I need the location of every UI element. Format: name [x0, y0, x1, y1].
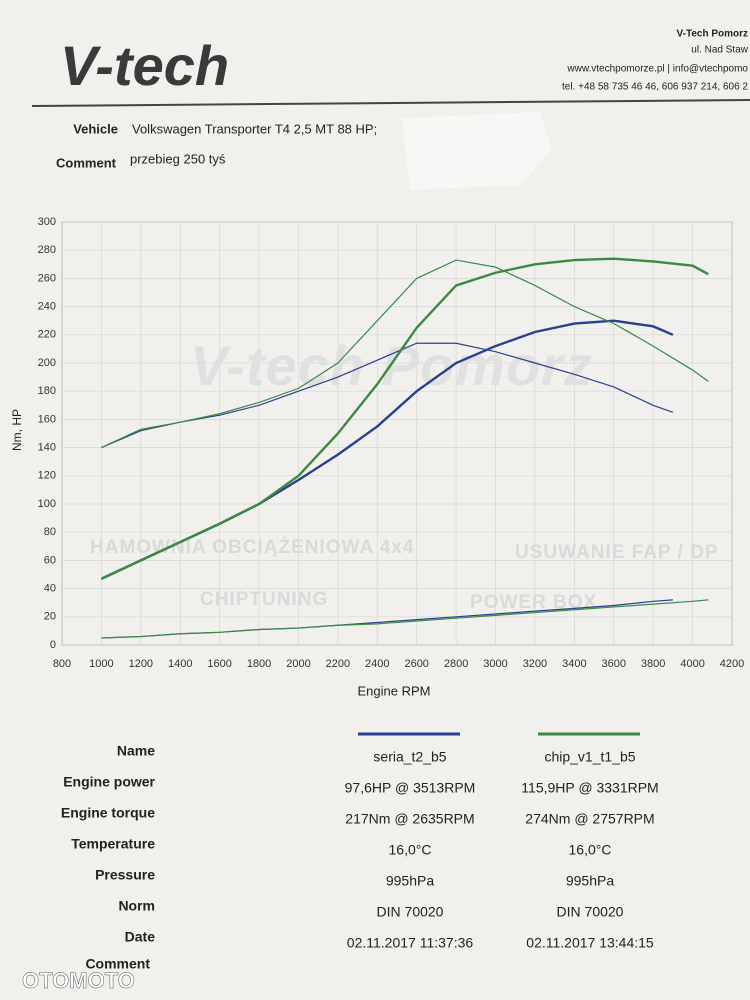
row-value: 995hPa [386, 873, 434, 889]
company: V-Tech Pomorz [677, 29, 749, 40]
x-tick-label: 4200 [720, 658, 744, 670]
y-tick-label: 300 [38, 216, 56, 228]
y-tick-label: 260 [38, 272, 56, 284]
x-axis-label: Engine RPM [358, 683, 431, 698]
row-label: Engine power [63, 774, 155, 790]
row-label: Pressure [95, 867, 155, 883]
x-tick-label: 2000 [286, 658, 310, 670]
y-tick-label: 180 [38, 385, 56, 397]
vehicle-label: Vehicle [73, 121, 118, 136]
y-tick-label: 60 [44, 554, 56, 566]
row-label: Date [125, 929, 156, 945]
x-tick-label: 2800 [444, 658, 468, 670]
x-tick-label: 1600 [207, 658, 231, 670]
comment-label: Comment [56, 155, 117, 170]
row-label: Name [117, 743, 155, 759]
y-tick-label: 220 [38, 329, 56, 341]
x-tick-label: 3200 [523, 658, 547, 670]
y-tick-label: 80 [44, 526, 56, 538]
row-label: Engine torque [61, 805, 155, 821]
legend-entry: chip_v1_t1_b5 [544, 749, 635, 765]
row-label: Norm [118, 898, 155, 914]
curve-torque [101, 342, 674, 449]
vehicle-value: Volkswagen Transporter T4 2,5 MT 88 HP; [132, 121, 377, 136]
row-value: 16,0°C [569, 842, 612, 858]
phone: tel. +48 58 735 46 46, 606 937 214, 606 … [562, 82, 748, 93]
y-tick-label: 240 [38, 301, 56, 313]
comment-value: przebieg 250 tyś [130, 151, 226, 166]
x-tick-label: 2400 [365, 658, 389, 670]
curve-power [100, 257, 709, 580]
x-tick-label: 3800 [641, 658, 665, 670]
y-tick-label: 200 [38, 357, 56, 369]
row-value: 274Nm @ 2757RPM [525, 811, 654, 827]
y-tick-label: 160 [38, 413, 56, 425]
row-value: 97,6HP @ 3513RPM [345, 780, 476, 796]
row-value: 02.11.2017 11:37:36 [347, 935, 474, 951]
y-tick-label: 20 [44, 611, 56, 623]
x-tick-label: 1400 [168, 658, 192, 670]
row-value: 02.11.2017 13:44:15 [526, 935, 654, 951]
row-value: 115,9HP @ 3331RPM [521, 780, 658, 796]
curve-loss [101, 599, 709, 639]
row-value: 217Nm @ 2635RPM [345, 811, 474, 827]
legend-entry: seria_t2_b5 [373, 749, 446, 765]
row-value: DIN 70020 [377, 904, 444, 920]
header-rule [31, 99, 750, 107]
watermark: USUWANIE FAP / DP [515, 542, 719, 563]
x-tick-label: 1800 [247, 658, 271, 670]
x-tick-label: 3400 [562, 658, 586, 670]
x-tick-label: 1200 [129, 658, 153, 670]
watermark: POWER BOX [470, 592, 597, 613]
x-tick-label: 3600 [602, 658, 626, 670]
y-tick-label: 40 [44, 583, 56, 595]
x-tick-label: 2600 [404, 658, 428, 670]
x-tick-label: 4000 [680, 658, 704, 670]
row-value: 16,0°C [389, 842, 432, 858]
x-tick-label: 1000 [89, 658, 113, 670]
redacted-area [402, 112, 552, 190]
y-tick-label: 280 [38, 244, 56, 256]
watermark: CHIPTUNING [200, 589, 328, 610]
y-tick-label: 140 [38, 442, 56, 454]
x-tick-label: 2200 [326, 658, 350, 670]
footer-watermark: OTOMOTO [22, 968, 135, 993]
y-tick-label: 0 [50, 639, 56, 651]
street: ul. Nad Staw [691, 45, 748, 56]
x-tick-label: 800 [53, 658, 71, 670]
curve-torque [101, 259, 709, 449]
y-axis-label: Nm, HP [10, 409, 24, 451]
row-label: Comment [85, 956, 150, 972]
x-tick-label: 3000 [483, 658, 507, 670]
web: www.vtechpomorze.pl | info@vtechpomo [566, 64, 748, 75]
row-label: Temperature [71, 836, 155, 852]
row-value: 995hPa [566, 873, 614, 889]
y-tick-label: 100 [38, 498, 56, 510]
row-value: DIN 70020 [557, 904, 624, 920]
watermark: HAMOWNIA OBCIĄŻENIOWA 4x4 [90, 537, 414, 558]
logo: V-tech [60, 34, 229, 97]
y-tick-label: 120 [38, 470, 56, 482]
